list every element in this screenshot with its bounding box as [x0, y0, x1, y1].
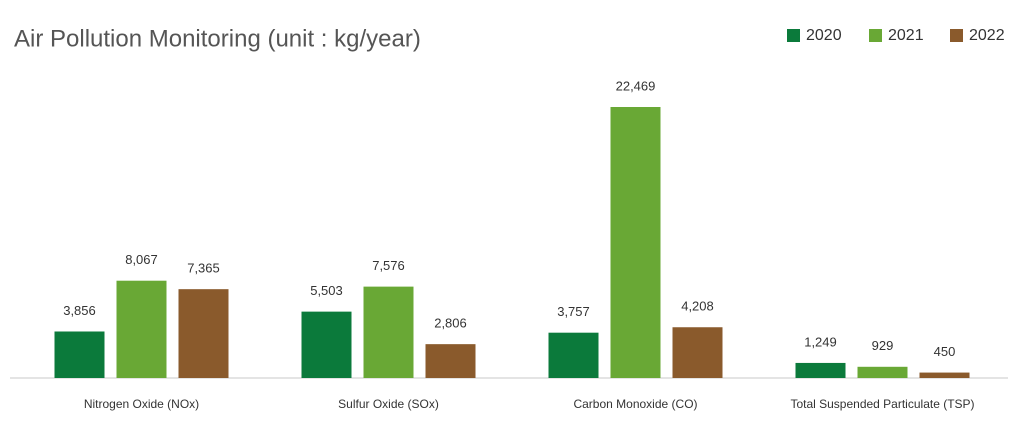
bar [116, 280, 167, 378]
value-label: 22,469 [616, 78, 656, 93]
value-label: 7,576 [372, 258, 405, 273]
legend-swatch [950, 29, 963, 42]
value-label: 3,757 [557, 304, 590, 319]
value-label: 7,365 [187, 261, 220, 276]
bar [178, 289, 229, 378]
value-label: 8,067 [125, 252, 158, 267]
bar [301, 311, 352, 378]
legend-swatch [787, 29, 800, 42]
legend-swatch [869, 29, 882, 42]
bar [425, 344, 476, 378]
value-label: 929 [872, 338, 894, 353]
x-tick-label: Nitrogen Oxide (NOx) [84, 397, 199, 411]
x-tick-label: Carbon Monoxide (CO) [573, 397, 697, 411]
value-label: 450 [934, 344, 956, 359]
bar [857, 366, 908, 378]
bar [610, 107, 661, 378]
bar [672, 327, 723, 378]
x-tick-label: Sulfur Oxide (SOx) [338, 397, 439, 411]
legend-label: 2022 [969, 27, 1005, 44]
bar [919, 372, 970, 378]
x-tick-label: Total Suspended Particulate (TSP) [790, 397, 974, 411]
bar [363, 286, 414, 378]
chart-title: Air Pollution Monitoring (unit : kg/year… [14, 25, 421, 52]
value-label: 1,249 [804, 334, 837, 349]
bar [54, 331, 105, 378]
value-label: 4,208 [681, 299, 714, 314]
legend-label: 2020 [806, 27, 842, 44]
bar [795, 362, 846, 378]
value-label: 5,503 [310, 283, 343, 298]
value-label: 2,806 [434, 316, 467, 331]
bar [548, 332, 599, 378]
legend-label: 2021 [888, 27, 924, 44]
value-label: 3,856 [63, 303, 96, 318]
